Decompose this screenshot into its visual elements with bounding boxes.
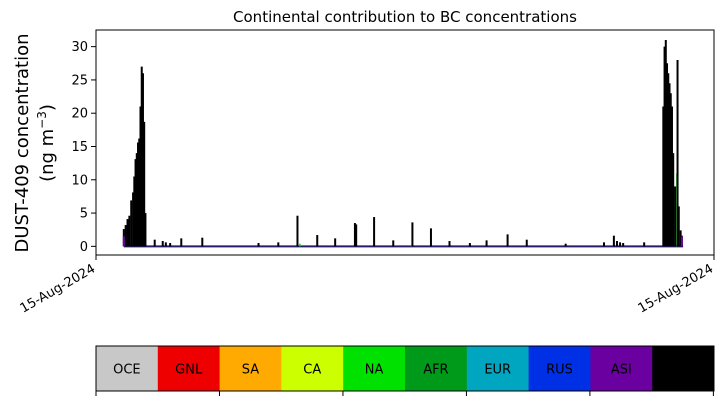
legend-label-sa: SA (242, 363, 259, 378)
x-tick-label-0: 15-Aug-2024 (18, 261, 98, 316)
y-tick-label-25: 25 (71, 73, 88, 88)
y-tick-label-30: 30 (71, 40, 88, 55)
legend-swatch-rus (528, 346, 591, 391)
legend-swatch-oce (96, 346, 159, 391)
y-tick-label-10: 10 (71, 173, 88, 188)
plot-area (122, 39, 684, 248)
legend-swatch-asi (590, 346, 653, 391)
y-tick-label-15: 15 (71, 140, 88, 155)
legend-label-aus: AUS (670, 363, 697, 378)
legend-swatch-gnl (157, 346, 221, 391)
legend-label-gnl: GNL (175, 363, 203, 378)
y-tick-label-5: 5 (80, 207, 88, 222)
chart-title: Continental contribution to BC concentra… (233, 8, 577, 26)
y-tick-label-0: 0 (80, 240, 88, 255)
legend-label-oce: OCE (113, 363, 141, 378)
legend-swatch-aus (652, 346, 715, 391)
legend-swatch-na (343, 346, 406, 391)
legend-swatch-afr (405, 346, 468, 391)
legend-label-rus: RUS (546, 363, 573, 378)
legend-label-afr: AFR (423, 363, 448, 378)
x-tick-label-1: 15-Aug-2024 (636, 261, 716, 316)
y-axis-unit: (ng m−3) (35, 104, 58, 182)
legend-frame (95, 345, 715, 392)
legend-swatch-sa (219, 346, 282, 391)
legend-swatch-ca (281, 346, 344, 391)
legend-label-eur: EUR (484, 363, 511, 378)
y-tick-label-20: 20 (71, 107, 88, 122)
x-axis: 15-Aug-2024 15-Aug-2024 (18, 255, 716, 317)
legend-label-na: NA (365, 363, 384, 378)
legend-label-ca: CA (303, 363, 321, 378)
plot-frame (95, 29, 715, 256)
legend-label-asi: ASI (611, 363, 632, 378)
legend: OCE GNL SA CA NA AFR EUR RUS ASI AUS (95, 345, 715, 396)
y-axis-label: DUST-409 concentration (12, 33, 33, 252)
y-axis: 0 5 10 15 20 25 30 (71, 40, 96, 255)
legend-swatch-eur (466, 346, 530, 391)
